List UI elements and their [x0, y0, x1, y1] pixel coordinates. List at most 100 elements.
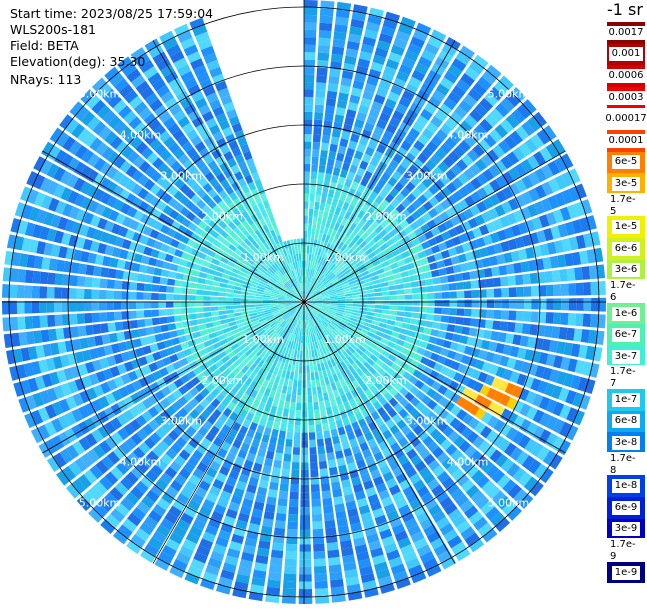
range-gate: [270, 296, 279, 299]
range-gate: [143, 283, 153, 292]
range-gate: [385, 418, 396, 429]
range-gate: [255, 238, 263, 247]
range-gate: [2, 267, 12, 282]
range-gate: [41, 194, 53, 210]
azimuth-spoke: [152, 301, 305, 564]
range-gate: [307, 276, 310, 284]
range-gate: [311, 231, 316, 240]
range-gate: [136, 301, 144, 309]
range-gate: [458, 99, 473, 113]
range-gate: [417, 430, 429, 442]
range-gate: [288, 291, 295, 296]
range-gate: [471, 299, 480, 308]
range-gate: [184, 572, 200, 585]
range-gate: [310, 238, 314, 247]
range-gate: [296, 238, 301, 247]
range-gate: [439, 77, 454, 90]
range-gate: [357, 228, 366, 237]
range-gate: [381, 350, 391, 358]
range-gate: [385, 324, 395, 331]
range-gate: [408, 375, 419, 385]
range-gate: [145, 489, 160, 503]
range-gate: [240, 301, 248, 305]
range-gate: [363, 170, 373, 181]
range-gate: [404, 300, 413, 306]
range-gate: [235, 370, 245, 380]
range-gate: [444, 117, 458, 130]
range-gate: [304, 290, 307, 299]
range-gate: [328, 391, 335, 400]
range-gate: [274, 325, 281, 333]
range-gate: [273, 244, 280, 253]
range-gate: [396, 311, 405, 317]
range-gate: [411, 306, 420, 313]
range-gate: [343, 359, 351, 368]
range-gate: [286, 315, 292, 323]
range-gate: [507, 197, 520, 211]
range-gate: [308, 432, 316, 441]
range-gate: [264, 260, 272, 268]
range-gate: [173, 231, 184, 241]
range-gate: [35, 344, 45, 359]
range-gate: [159, 30, 175, 44]
range-gate: [385, 238, 395, 247]
range-gate: [261, 434, 270, 444]
range-gate: [296, 335, 300, 343]
range-gate: [286, 386, 293, 395]
range-gate: [241, 311, 250, 316]
range-gate: [215, 392, 226, 403]
colorbar-cell: 1e-5: [607, 216, 645, 238]
range-gate: [301, 260, 304, 269]
range-gate: [328, 236, 334, 245]
range-gate: [466, 149, 480, 162]
range-gate: [407, 164, 419, 175]
range-gate: [293, 349, 298, 358]
range-gate: [510, 224, 522, 237]
range-gate: [51, 418, 64, 433]
range-gate: [521, 175, 534, 190]
range-gate: [199, 329, 209, 337]
range-gate: [282, 461, 291, 470]
range-gate: [183, 414, 195, 425]
range-gate: [306, 253, 309, 261]
range-gate: [450, 360, 461, 371]
range-gate: [351, 157, 361, 167]
range-gate: [319, 311, 327, 317]
range-gate: [316, 239, 321, 248]
range-gate: [304, 141, 312, 150]
range-gate: [412, 293, 420, 300]
range-gate: [352, 351, 361, 359]
range-gate: [396, 289, 405, 295]
range-gate: [306, 275, 309, 284]
range-gate: [407, 268, 417, 276]
range-gate: [436, 260, 446, 269]
range-gate: [317, 217, 323, 226]
range-gate: [299, 291, 303, 299]
range-gate: [427, 36, 443, 49]
range-gate: [333, 339, 340, 347]
range-gate: [512, 467, 527, 482]
range-gate: [248, 445, 258, 456]
range-gate: [402, 442, 414, 454]
range-gate: [547, 195, 559, 210]
range-gate: [417, 250, 427, 259]
range-gate: [336, 308, 345, 313]
range-gate: [171, 256, 181, 265]
range-gate: [416, 363, 427, 373]
range-gate: [323, 279, 331, 286]
range-gate: [86, 184, 99, 198]
range-gate: [121, 291, 129, 300]
range-gate: [316, 332, 321, 341]
range-gate: [344, 293, 353, 297]
range-gate: [341, 479, 352, 489]
range-gate: [471, 469, 485, 483]
range-gate: [2, 300, 10, 315]
range-gate: [546, 298, 554, 310]
range-gate: [363, 277, 372, 284]
ring-label: 3.00km: [406, 169, 448, 182]
range-gate: [235, 573, 250, 584]
range-gate: [309, 364, 314, 373]
range-gate: [233, 289, 242, 295]
range-gate: [313, 279, 319, 287]
range-gate: [86, 336, 97, 348]
